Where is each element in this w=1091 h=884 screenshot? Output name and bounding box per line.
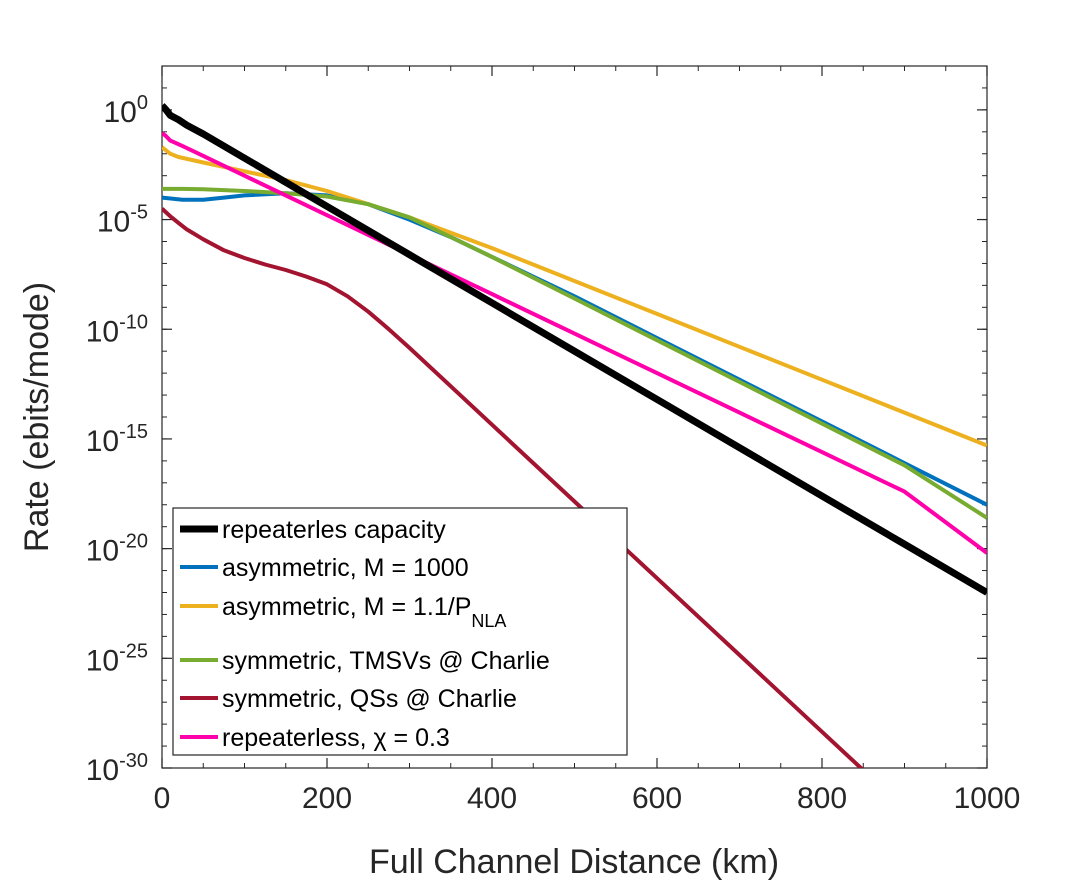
series-line-0: [162, 103, 987, 596]
y-tick-label: 10-20: [86, 531, 148, 568]
x-tick-label: 400: [467, 782, 517, 815]
y-tick-label: 10-25: [86, 640, 148, 677]
y-tick-exponent: -15: [119, 421, 148, 443]
legend-label-symmetric-tmsv: symmetric, TMSVs @ Charlie: [222, 647, 550, 675]
x-tick-label: 1000: [954, 782, 1021, 815]
x-tick-label: 0: [154, 782, 171, 815]
y-tick-label: 10-15: [86, 421, 148, 458]
y-tick-base: 10: [86, 644, 119, 677]
y-tick-exponent: -25: [119, 640, 148, 662]
legend-label-asymmetric-pnla: asymmetric, M = 1.1/PNLA: [222, 593, 506, 631]
y-tick-base: 10: [86, 754, 119, 787]
y-tick-exponent: -20: [119, 531, 148, 553]
y-tick-base: 10: [86, 535, 119, 568]
legend-label-asymmetric-m1000: asymmetric, M = 1000: [222, 554, 469, 582]
legend-box: [172, 507, 628, 756]
legend: repeaterles capacity asymmetric, M = 100…: [172, 507, 628, 756]
legend-label-symmetric-qs: symmetric, QSs @ Charlie: [222, 685, 517, 713]
y-tick-label: 10-30: [86, 750, 148, 787]
y-tick-base: 10: [86, 315, 119, 348]
y-tick-exponent: -10: [119, 311, 148, 333]
x-tick-label: 600: [632, 782, 682, 815]
y-tick-exponent: 0: [137, 92, 148, 114]
y-tick-base: 10: [97, 206, 130, 239]
x-tick-labels: 0 200 400 600 800 1000: [154, 782, 1021, 815]
x-tick-label: 200: [302, 782, 352, 815]
x-axis-label: Full Channel Distance (km): [369, 843, 779, 881]
y-tick-label: 10-5: [97, 202, 148, 239]
y-axis-label: Rate (ebits/mode): [18, 282, 56, 552]
y-tick-base: 10: [86, 425, 119, 458]
y-tick-label: 10-10: [86, 311, 148, 348]
legend-label-repeaterles-capacity: repeaterles capacity: [222, 516, 446, 544]
y-tick-exponent: -5: [130, 202, 148, 224]
y-tick-exponent: -30: [119, 750, 148, 772]
series-line-3: [162, 186, 987, 520]
series-line-4: [162, 207, 864, 768]
y-tick-label: 100: [104, 92, 149, 129]
y-tick-base: 10: [104, 96, 137, 129]
legend-label-asymmetric-pnla-main: asymmetric, M = 1.1/P: [222, 593, 471, 621]
x-tick-label: 800: [797, 782, 847, 815]
legend-label-asymmetric-pnla-sub: NLA: [471, 611, 506, 631]
legend-label-repeaterless-chi: repeaterless, χ = 0.3: [222, 724, 450, 752]
series-lines: [162, 103, 987, 768]
